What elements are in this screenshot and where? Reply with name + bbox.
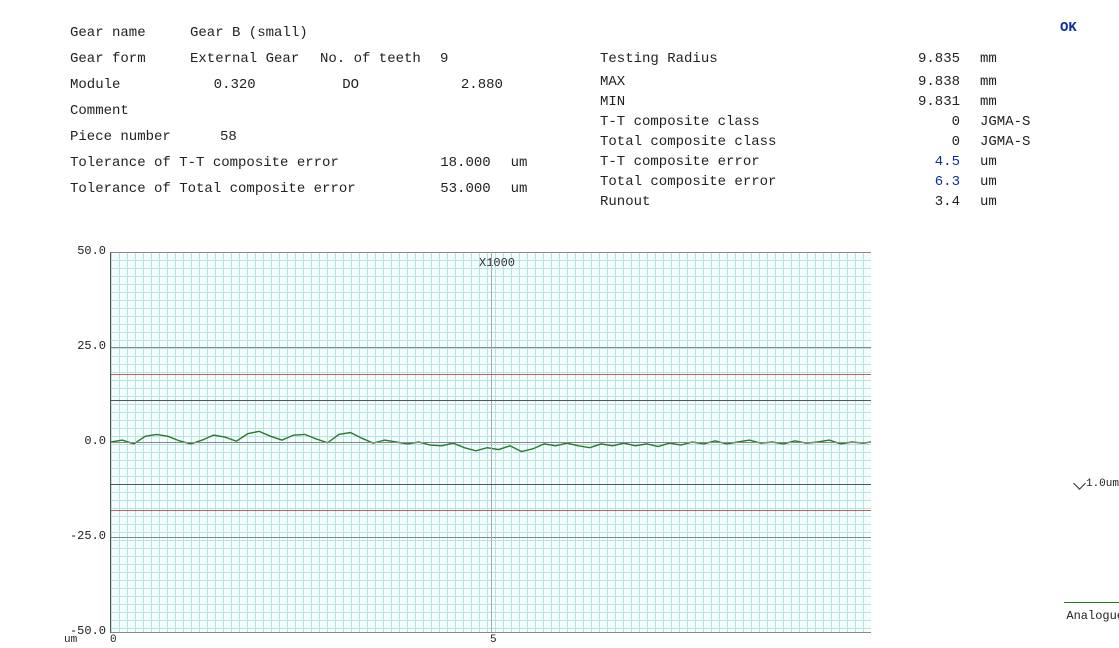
tt-error-unit: um	[980, 152, 1040, 172]
testing-radius-label: Testing Radius	[600, 46, 850, 72]
gear-form-label: Gear form	[70, 46, 190, 72]
testing-radius-value: 9.835	[850, 46, 960, 72]
runout-label: Runout	[600, 192, 850, 212]
tol-total-unit: um	[511, 176, 540, 202]
runout-value: 3.4	[850, 192, 960, 212]
tt-error-label: T-T composite error	[600, 152, 850, 172]
y-tick-label: 50.0	[60, 244, 106, 258]
total-class-unit: JGMA-S	[980, 132, 1040, 152]
arrow-label: 1.0um	[1075, 478, 1119, 490]
comment-label: Comment	[70, 98, 190, 124]
min-value: 9.831	[850, 92, 960, 112]
module-label: Module	[70, 72, 189, 98]
y-tick-label: 25.0	[60, 339, 106, 353]
gear-form-value: External Gear	[190, 46, 320, 72]
piece-label: Piece number	[70, 124, 190, 150]
tt-class-unit: JGMA-S	[980, 112, 1040, 132]
analogue-chart: X1000	[110, 252, 871, 633]
gear-name-label: Gear name	[70, 20, 190, 46]
comment-value	[190, 98, 320, 124]
tt-class-label: T-T composite class	[600, 112, 850, 132]
status-ok: OK	[1060, 20, 1077, 36]
min-label: MIN	[600, 92, 850, 112]
total-error-value: 6.3	[850, 172, 960, 192]
tol-tt-label: Tolerance of T-T composite error	[70, 150, 422, 176]
right-column: Testing Radius 9.835 mm MAX 9.838 mm MIN…	[600, 20, 1049, 212]
legend-line	[1064, 602, 1119, 603]
runout-unit: um	[980, 192, 1040, 212]
chart-container: -50.0-25.00.025.050.0 X1000 1.0um Analog…	[110, 252, 1049, 633]
total-class-label: Total composite class	[600, 132, 850, 152]
module-value: 0.320	[189, 72, 343, 98]
piece-value: 58	[190, 124, 350, 150]
max-value: 9.838	[850, 72, 960, 92]
total-error-label: Total composite error	[600, 172, 850, 192]
total-error-unit: um	[980, 172, 1040, 192]
y-tick-label: 0.0	[60, 434, 106, 448]
y-tick-label: -25.0	[60, 529, 106, 543]
tol-tt-unit: um	[511, 150, 540, 176]
tt-class-value: 0	[850, 112, 960, 132]
header-block: Gear name Gear B (small) Gear form Exter…	[70, 20, 1049, 212]
max-unit: mm	[980, 72, 1040, 92]
do-value: 2.880	[461, 72, 540, 98]
no-teeth-value: 9	[440, 46, 520, 72]
testing-radius-unit: mm	[980, 46, 1040, 72]
tt-error-value: 4.5	[850, 152, 960, 172]
tol-tt-value: 18.000	[422, 150, 490, 176]
gear-name-value: Gear B (small)	[190, 20, 320, 46]
tol-total-label: Tolerance of Total composite error	[70, 176, 422, 202]
tol-total-value: 53.000	[422, 176, 490, 202]
min-unit: mm	[980, 92, 1040, 112]
do-label: DO	[342, 72, 461, 98]
left-column: Gear name Gear B (small) Gear form Exter…	[70, 20, 540, 212]
no-teeth-label: No. of teeth	[320, 46, 440, 72]
x-tick-label: 0	[110, 634, 117, 646]
total-class-value: 0	[850, 132, 960, 152]
legend-label: Analogue	[1066, 609, 1119, 623]
max-label: MAX	[600, 72, 850, 92]
x-tick-label: 5	[490, 634, 497, 646]
y-unit-label: um	[64, 634, 77, 646]
